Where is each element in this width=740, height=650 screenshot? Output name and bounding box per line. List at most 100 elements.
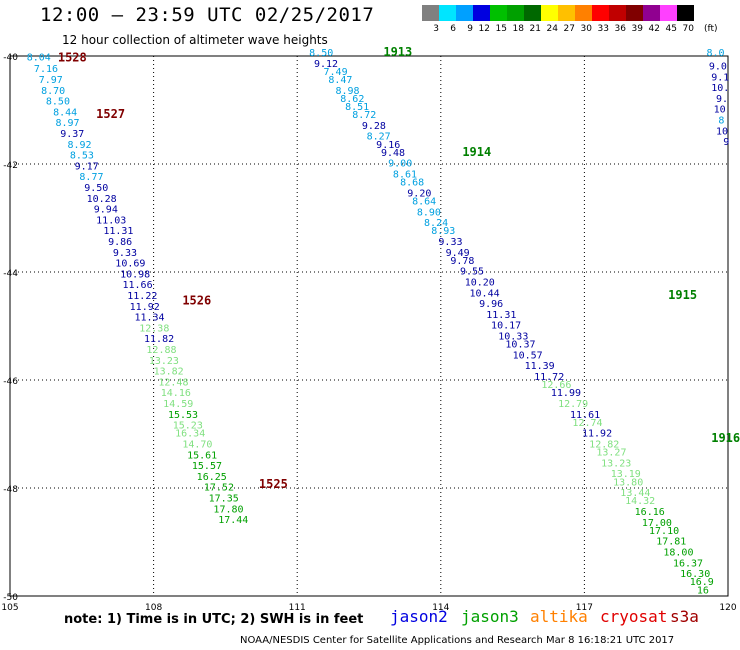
x-tick-label: 120 [719,603,736,613]
wave-height-value: 7.97 [39,75,63,86]
satellite-altika: altika [530,607,588,626]
legend-label: 42 [648,24,660,34]
legend-swatches [422,5,694,21]
satellite-cryosat: cryosat [600,607,668,626]
legend-swatch [575,5,592,21]
legend-swatch [422,5,439,21]
wave-height-value: 10.69 [115,259,145,270]
wave-height-value: 9.37 [60,129,84,140]
legend-swatch [609,5,626,21]
satellite-s3a: s3a [670,607,699,626]
wave-height-value: 13.27 [596,448,626,459]
wave-height-value: 11.92 [130,302,160,313]
legend-label: 45 [665,24,677,34]
wave-height-value: 13.23 [601,458,631,469]
footer-credit: NOAA/NESDIS Center for Satellite Applica… [240,635,675,646]
wave-height-value: 17.00 [642,518,672,529]
wave-height-value: 11.39 [525,361,555,372]
wave-height-value: 12.48 [158,377,188,388]
wave-height-value: 16 [697,585,709,596]
wave-height-value: 10.37 [505,340,535,351]
legend-swatch [558,5,575,21]
legend-labels: 3 6 9 12 15 18 21 24 27 30 33 36 39 42 45 70 [422,24,694,34]
wave-height-value: 9.33 [113,248,137,259]
legend-swatch [473,5,490,21]
wave-height-value: 9.96 [479,299,503,310]
wave-height-value: 15.23 [173,421,203,432]
wave-height-value: 8.44 [53,107,77,118]
wave-height-value: 14.32 [625,496,655,507]
y-tick-label: -42 [3,161,18,171]
wave-height-value: 11.72 [534,372,564,383]
wave-height-value: 9 [723,137,729,148]
wave-height-value: 17.44 [218,515,248,526]
legend-swatch [660,5,677,21]
legend-swatch [626,5,643,21]
wave-height-value: 7.16 [34,64,58,75]
wave-height-value: 8.0 [706,48,724,59]
wave-height-value: 9.20 [407,188,431,199]
legend-unit: (ft) [704,24,718,34]
wave-height-value: 12.82 [589,440,619,451]
wave-height-value: 11.03 [96,215,126,226]
pass-number-label: 1913 [383,45,412,59]
wave-height-value: 12.66 [541,380,571,391]
legend-label: 18 [512,24,524,34]
wave-height-value: 17.81 [656,537,686,548]
wave-height-value: 10.98 [120,269,150,280]
wave-height-value: 9.0 [709,62,727,73]
wave-height-value: 9.17 [75,161,99,172]
wave-height-value: 10. [711,83,729,94]
x-tick-label: 114 [432,603,449,613]
page-subtitle: 12 hour collection of altimeter wave hei… [62,33,328,47]
wave-height-value: 8.50 [46,97,70,108]
wave-height-value: 12.88 [146,345,176,356]
wave-height-value: 14.16 [161,388,191,399]
wave-height-value: 9.49 [446,248,470,259]
pass-number-label: 1914 [462,145,491,159]
wave-height-value: 11.82 [144,334,174,345]
wave-height-value: 8.27 [367,132,391,143]
wave-height-value: 11.22 [127,291,157,302]
wave-height-value: 10 [716,126,728,137]
wave-height-value: 8.92 [67,140,91,151]
wave-height-value: 8.61 [393,170,417,181]
wave-height-value: 16.37 [673,558,703,569]
wave-height-value: 8.90 [417,207,441,218]
wave-height-value: 8.51 [345,102,369,113]
wave-height-value: 17.35 [209,494,239,505]
legend-swatch [643,5,660,21]
wave-height-value: 8.50 [309,48,333,59]
wave-height-value: 14.59 [163,399,193,410]
wave-height-value: 9.78 [450,256,474,267]
wave-height-value: 10.44 [470,288,500,299]
wave-height-value: 9.28 [362,121,386,132]
wave-height-value: 13.19 [611,469,641,480]
legend-swatch [524,5,541,21]
wave-height-value: 8.77 [79,172,103,183]
wave-height-value: 10.57 [513,350,543,361]
pass-number-label: 1526 [182,293,211,307]
wave-height-value: 13.82 [154,367,184,378]
footer-note: note: 1) Time is in UTC; 2) SWH is in fe… [64,612,364,627]
wave-height-value: 11.34 [134,313,164,324]
wave-height-value: 9.00 [388,159,412,170]
wave-height-value: 10.33 [498,332,528,343]
wave-height-value: 15.61 [187,450,217,461]
wave-height-value: 15.57 [192,461,222,472]
legend-label: 9 [467,24,473,34]
legend-label: 15 [495,24,507,34]
wave-height-value: 13.44 [620,488,650,499]
wave-height-value: 11.31 [103,226,133,237]
x-tick-label: 105 [1,603,18,613]
wave-height-value: 8.64 [412,197,436,208]
wave-height-value: 9.12 [314,59,338,70]
wave-height-value: 11.92 [582,429,612,440]
wave-height-value: 12.38 [139,323,169,334]
wave-height-value: 15.53 [168,410,198,421]
wave-height-value: 17.52 [204,483,234,494]
legend-swatch [592,5,609,21]
wave-height-value: 9.55 [460,267,484,278]
legend-swatch [456,5,473,21]
wave-height-value: 11.31 [486,310,516,321]
